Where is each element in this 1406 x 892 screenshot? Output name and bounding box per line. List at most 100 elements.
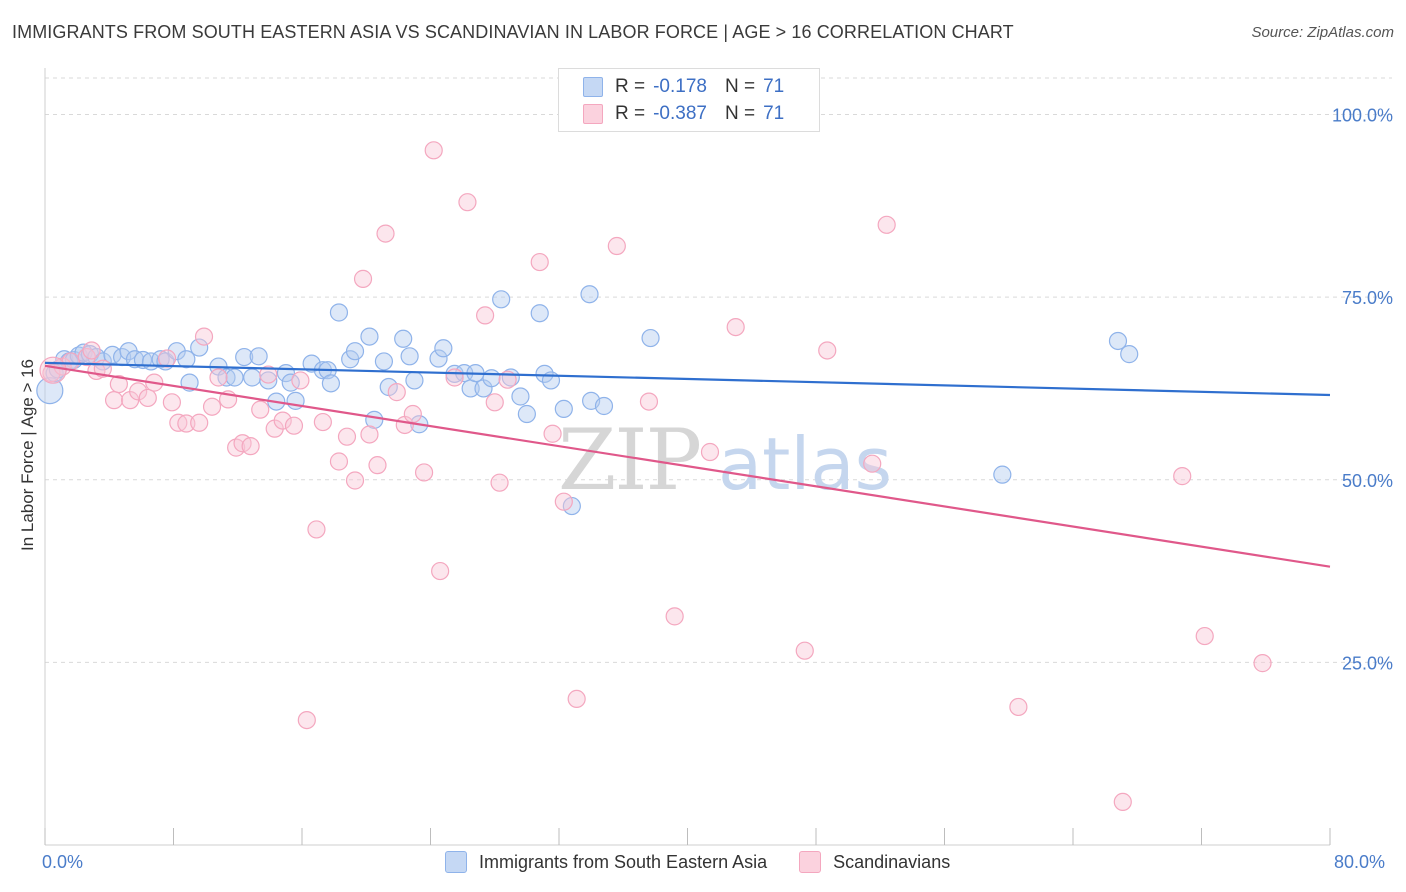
point-scandinavian (1195, 626, 1214, 646)
point-sea (1108, 331, 1128, 351)
point-sea (492, 290, 511, 309)
y-tick-label: 100.0% (1332, 106, 1393, 126)
legend-r-value: -0.178 (653, 76, 707, 97)
point-scandinavian (877, 215, 896, 234)
point-scandinavian (202, 397, 222, 416)
legend-r-label: R = (615, 103, 646, 124)
point-sea (394, 329, 413, 348)
point-scandinavian (567, 689, 586, 709)
x-axis-max-label: 80.0% (1334, 852, 1386, 872)
point-scandinavian (1113, 792, 1132, 812)
point-scandinavian (863, 454, 882, 473)
point-sea (329, 303, 349, 322)
point-scandinavian (530, 252, 549, 272)
legend-r-label: R = (615, 76, 646, 97)
point-scandinavian (291, 371, 310, 390)
point-sea (235, 347, 254, 367)
point-scandinavian (157, 349, 177, 368)
point-scandinavian (284, 416, 304, 435)
point-scandinavian (424, 141, 443, 160)
point-scandinavian (387, 383, 406, 402)
point-scandinavian (177, 414, 196, 433)
point-scandinavian (607, 236, 626, 256)
point-sea (321, 374, 341, 393)
series-name-pink: Scandinavians (833, 851, 951, 872)
point-sea (177, 350, 196, 369)
series-legend: Immigrants from South Eastern Asia Scand… (445, 851, 982, 873)
legend-row-blue: R = -0.178 N = 71 (583, 76, 784, 98)
point-scandinavian (445, 368, 464, 387)
point-sea (580, 285, 599, 304)
point-sea (535, 364, 554, 383)
point-scandinavian (1253, 654, 1272, 673)
point-sea (243, 368, 262, 387)
y-tick-label: 25.0% (1342, 653, 1393, 673)
legend-n-label: N = (724, 76, 756, 97)
legend-swatch-pink (583, 104, 603, 124)
series-swatch-blue (445, 851, 467, 873)
watermark: ZIP atlas (558, 411, 892, 509)
point-scandinavian (162, 393, 181, 412)
point-scandinavian (485, 393, 504, 412)
series-legend-item-blue: Immigrants from South Eastern Asia (445, 851, 767, 873)
point-scandinavian (414, 463, 434, 482)
point-sea (249, 347, 268, 366)
point-scandinavian (726, 317, 745, 337)
point-sea (36, 377, 64, 405)
point-sea (641, 328, 660, 348)
point-scandinavian (345, 471, 365, 490)
point-scandinavian (431, 561, 450, 581)
y-tick-label: 50.0% (1342, 471, 1393, 491)
point-scandinavian (360, 425, 379, 444)
point-sea (400, 347, 419, 366)
point-scandinavian (376, 224, 395, 243)
point-scandinavian (129, 382, 148, 401)
legend-row-pink: R = -0.387 N = 71 (583, 103, 784, 125)
point-sea (374, 352, 394, 371)
legend-n-label: N = (724, 103, 756, 124)
point-sea (517, 404, 536, 424)
point-sea (993, 465, 1012, 484)
point-scandinavian (82, 341, 101, 360)
point-sea (434, 339, 453, 358)
watermark-atlas: atlas (718, 422, 892, 506)
point-scandinavian (665, 607, 684, 626)
x-axis-min-label: 0.0% (42, 852, 84, 872)
y-tick-label: 75.0% (1342, 288, 1393, 308)
axes (44, 68, 1331, 846)
point-scandinavian (313, 412, 332, 432)
point-scandinavian (490, 473, 509, 492)
point-scandinavian (297, 710, 316, 730)
point-sea (405, 371, 424, 390)
point-scandinavian (39, 356, 67, 384)
point-sea (259, 371, 278, 390)
correlation-legend: R = -0.178 N = 71 R = -0.387 N = 71 (558, 68, 820, 132)
series-swatch-pink (799, 851, 822, 873)
point-scandinavian (795, 641, 814, 660)
source-label: Source: ZipAtlas.com (1251, 24, 1394, 41)
point-sea (302, 354, 321, 373)
point-sea (360, 327, 379, 346)
point-sea (554, 399, 573, 419)
legend-n-value: 71 (763, 76, 785, 97)
point-scandinavian (818, 341, 837, 360)
trend-line-sea (44, 361, 1331, 397)
point-sea (511, 387, 530, 406)
point-scandinavian (403, 404, 422, 424)
point-sea (429, 349, 448, 368)
data-points (36, 141, 1272, 812)
series-legend-item-pink: Scandinavians (799, 851, 950, 873)
point-sea (482, 369, 501, 388)
point-scandinavian (138, 388, 157, 408)
legend-swatch-blue (583, 77, 603, 97)
y-tick-labels: 25.0% 50.0% 75.0% 100.0% (1332, 106, 1393, 674)
point-scandinavian (273, 411, 292, 430)
point-sea (530, 304, 549, 323)
point-scandinavian (329, 452, 349, 471)
point-scandinavian (1009, 697, 1028, 717)
point-scandinavian (1173, 467, 1192, 486)
point-sea (190, 338, 209, 357)
point-scandinavian (241, 437, 260, 456)
point-scandinavian (109, 374, 128, 394)
